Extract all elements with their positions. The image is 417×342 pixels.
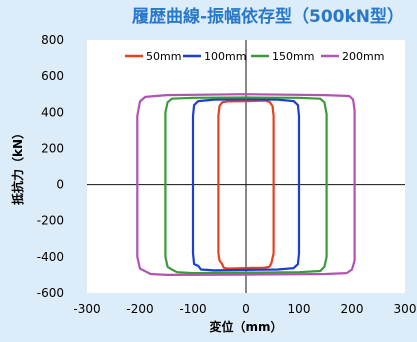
legend-label-200mm: 200mm xyxy=(342,50,384,63)
x-tick-label: -100 xyxy=(179,302,206,316)
legend-label-50mm: 50mm xyxy=(146,50,181,63)
legend: 50mm 100mm 150mm 200mm xyxy=(125,50,384,63)
x-tick-label: -300 xyxy=(73,302,100,316)
series-line-200mm xyxy=(136,93,356,276)
x-tick-label: 300 xyxy=(394,302,417,316)
x-tick-label: -200 xyxy=(126,302,153,316)
series-line-150mm xyxy=(164,96,328,275)
legend-label-100mm: 100mm xyxy=(204,50,246,63)
y-axis-label: 抵抗力（kN） xyxy=(10,127,25,205)
x-tick-label: 0 xyxy=(242,302,250,316)
y-tick-label: 0 xyxy=(56,178,64,192)
x-axis-label: 変位（mm） xyxy=(209,319,282,334)
x-tick-label: 100 xyxy=(288,302,311,316)
y-tick-label: 200 xyxy=(41,141,64,155)
series-line-50mm xyxy=(217,99,275,270)
series-layer xyxy=(136,93,356,276)
y-tick-label: -400 xyxy=(37,250,64,264)
y-tick-label: 400 xyxy=(41,105,64,119)
y-tick-label: 800 xyxy=(41,33,64,47)
axes xyxy=(87,40,405,293)
x-tick-label: 200 xyxy=(341,302,364,316)
series-line-100mm xyxy=(191,98,301,272)
legend-label-150mm: 150mm xyxy=(272,50,314,63)
y-tick-label: 600 xyxy=(41,69,64,83)
tick-labels: -300 -200 -100 0 100 200 300 800 600 400 200 0 -200 -… xyxy=(37,33,417,316)
y-tick-label: -600 xyxy=(37,286,64,300)
chart-title: 履歴曲線-振幅依存型（500kN型） xyxy=(132,6,404,27)
y-tick-label: -200 xyxy=(37,214,64,228)
